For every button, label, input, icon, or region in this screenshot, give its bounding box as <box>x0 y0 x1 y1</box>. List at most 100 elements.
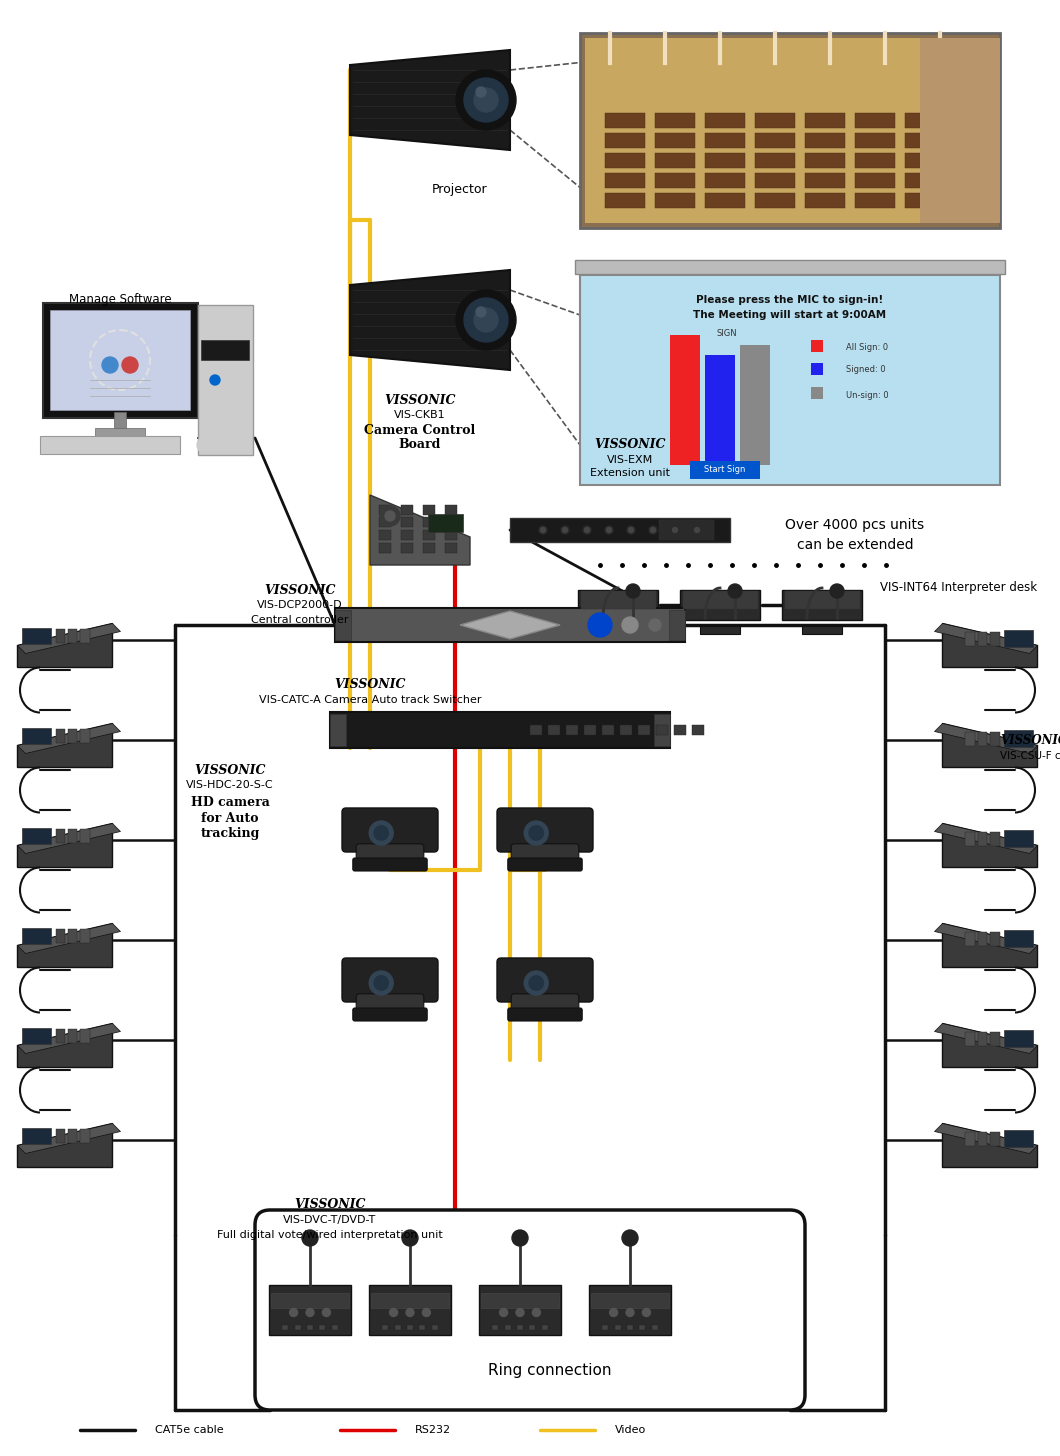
Bar <box>669 610 685 641</box>
Bar <box>598 626 638 633</box>
Polygon shape <box>18 724 121 754</box>
Bar <box>811 341 823 352</box>
Bar <box>855 172 895 188</box>
FancyBboxPatch shape <box>342 808 438 852</box>
Bar <box>114 412 126 432</box>
Bar <box>638 725 650 735</box>
Polygon shape <box>18 923 112 967</box>
Bar <box>445 543 457 552</box>
Circle shape <box>626 584 640 598</box>
Bar <box>584 725 596 735</box>
Bar <box>330 712 670 748</box>
Bar <box>966 831 975 846</box>
FancyBboxPatch shape <box>511 994 579 1015</box>
Polygon shape <box>935 724 1038 754</box>
Circle shape <box>422 1309 430 1316</box>
Bar <box>655 153 695 167</box>
Circle shape <box>464 298 508 342</box>
Bar <box>22 828 51 844</box>
Bar <box>705 112 745 128</box>
Bar <box>1004 1130 1032 1146</box>
FancyBboxPatch shape <box>508 858 582 871</box>
Circle shape <box>622 1230 638 1246</box>
Bar <box>740 345 770 464</box>
Bar <box>307 1325 313 1329</box>
Text: VISSONIC: VISSONIC <box>264 584 336 597</box>
Bar <box>990 932 1000 945</box>
Bar <box>81 629 90 642</box>
Bar <box>955 153 995 167</box>
Text: Over 4000 pcs units: Over 4000 pcs units <box>785 518 924 531</box>
Bar <box>40 435 180 454</box>
Polygon shape <box>942 724 1038 767</box>
Bar <box>42 303 197 418</box>
Bar <box>589 1286 671 1335</box>
Polygon shape <box>935 1124 1038 1153</box>
Polygon shape <box>935 824 1038 853</box>
Text: VIS-HDC-20-S-C: VIS-HDC-20-S-C <box>187 780 273 791</box>
Bar <box>652 1325 657 1329</box>
Bar <box>22 1028 51 1044</box>
Bar <box>977 732 987 745</box>
Bar <box>805 192 845 208</box>
FancyBboxPatch shape <box>508 1008 582 1021</box>
Polygon shape <box>942 824 1038 868</box>
Text: Central controller: Central controller <box>251 614 349 625</box>
Bar <box>782 590 862 620</box>
Bar <box>955 172 995 188</box>
Circle shape <box>402 1230 418 1246</box>
Bar <box>805 153 845 167</box>
Bar <box>383 1325 388 1329</box>
Text: VIS-CSU-F channel selector: VIS-CSU-F channel selector <box>1000 751 1060 761</box>
FancyBboxPatch shape <box>497 958 593 1002</box>
Bar <box>805 172 845 188</box>
Polygon shape <box>942 1124 1038 1168</box>
Bar <box>654 713 670 745</box>
Bar <box>22 927 51 945</box>
Bar <box>674 725 686 735</box>
Bar <box>1004 729 1032 747</box>
Circle shape <box>306 1309 314 1316</box>
Text: Signed: 0: Signed: 0 <box>846 365 885 374</box>
Bar <box>542 1325 548 1329</box>
Text: RS232: RS232 <box>416 1425 452 1436</box>
Bar <box>655 112 695 128</box>
Bar <box>379 543 391 552</box>
Circle shape <box>369 821 393 844</box>
FancyBboxPatch shape <box>353 1008 427 1021</box>
Bar <box>401 543 413 552</box>
Bar <box>420 1325 425 1329</box>
Circle shape <box>538 526 547 534</box>
Bar <box>955 112 995 128</box>
Text: for Auto: for Auto <box>201 811 259 824</box>
Polygon shape <box>18 1024 112 1067</box>
Text: VISSONIC: VISSONIC <box>384 393 456 406</box>
Bar <box>81 1029 90 1042</box>
Circle shape <box>289 1309 298 1316</box>
Bar <box>755 132 795 147</box>
Text: VIS-INT64 Interpreter desk: VIS-INT64 Interpreter desk <box>880 581 1037 594</box>
Bar <box>575 261 1005 274</box>
Bar <box>335 609 685 642</box>
Bar <box>755 172 795 188</box>
Bar <box>655 132 695 147</box>
Text: Full digital vote/wired interpretation unit: Full digital vote/wired interpretation u… <box>217 1230 443 1241</box>
Bar <box>68 1029 77 1042</box>
Polygon shape <box>942 1024 1038 1067</box>
Text: CAT5e cable: CAT5e cable <box>155 1425 224 1436</box>
Bar <box>955 132 995 147</box>
Bar <box>755 192 795 208</box>
Circle shape <box>671 526 679 534</box>
Bar <box>705 132 745 147</box>
Bar <box>966 1131 975 1146</box>
Circle shape <box>210 376 220 384</box>
Bar <box>81 828 90 843</box>
Bar <box>605 153 644 167</box>
Polygon shape <box>18 824 112 868</box>
Bar <box>977 831 987 846</box>
FancyBboxPatch shape <box>511 844 579 865</box>
Circle shape <box>649 526 657 534</box>
Bar <box>605 132 644 147</box>
FancyBboxPatch shape <box>356 994 424 1015</box>
Bar <box>431 1325 438 1329</box>
